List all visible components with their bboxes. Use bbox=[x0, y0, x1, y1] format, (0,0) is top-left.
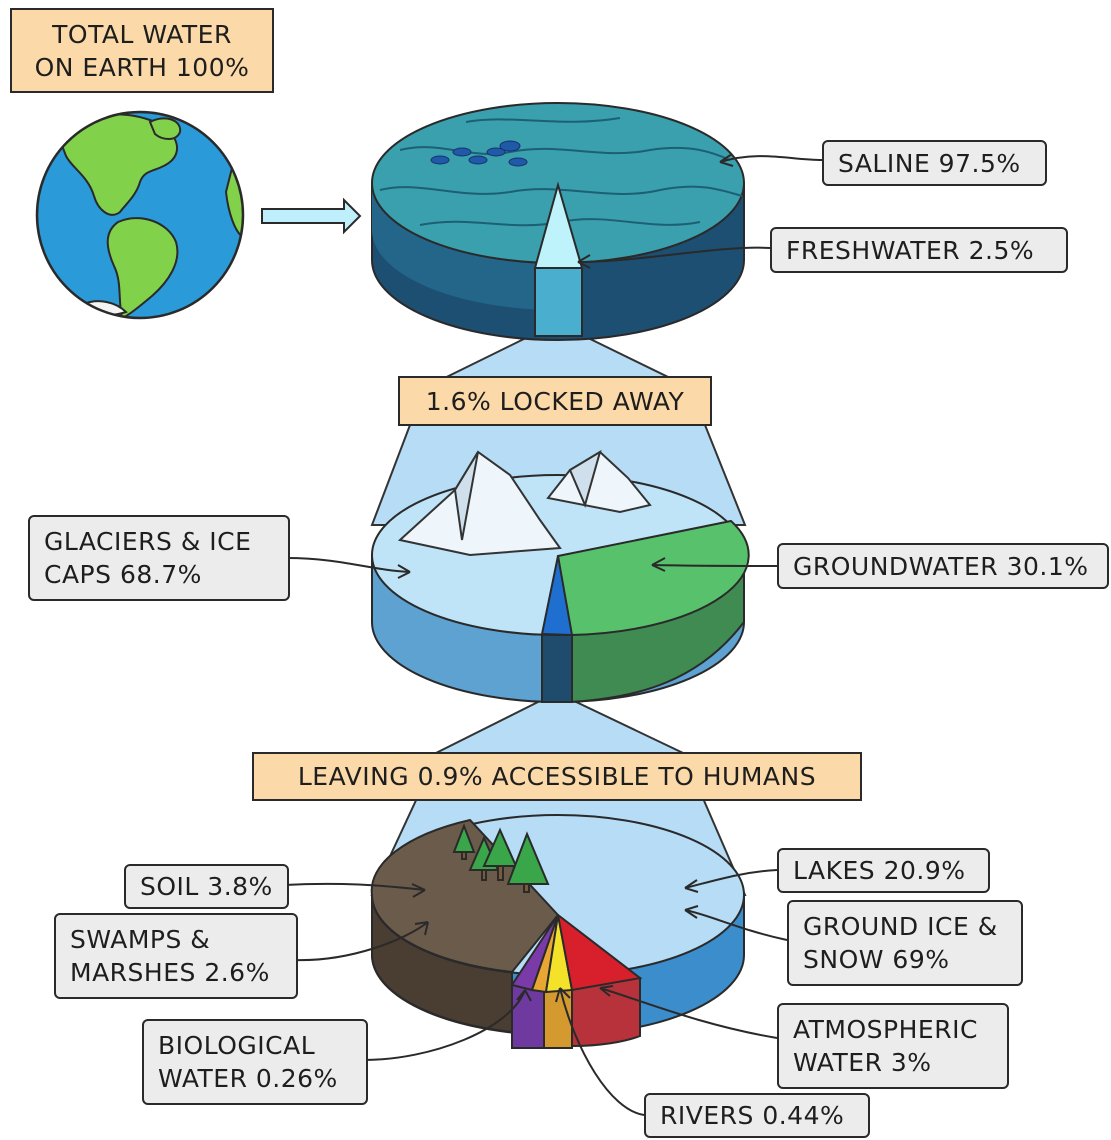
biological-line1: BIOLOGICAL bbox=[158, 1031, 316, 1060]
freshwater-label: FRESHWATER 2.5% bbox=[770, 227, 1068, 273]
iceberg-icon bbox=[397, 449, 652, 557]
leader-lines bbox=[283, 153, 823, 1116]
accessible-water-cylinder bbox=[370, 814, 745, 1049]
biological-label: BIOLOGICAL WATER 0.26% bbox=[142, 1019, 368, 1105]
groundwater-label: GROUNDWATER 30.1% bbox=[777, 543, 1109, 589]
soil-label: SOIL 3.8% bbox=[124, 864, 289, 909]
biological-line2: WATER 0.26% bbox=[158, 1064, 338, 1093]
rivers-label: RIVERS 0.44% bbox=[644, 1093, 870, 1138]
accessible-banner: LEAVING 0.9% ACCESSIBLE TO HUMANS bbox=[252, 752, 862, 801]
total-water-banner: TOTAL WATER ON EARTH 100% bbox=[10, 8, 274, 93]
ground-ice-line1: GROUND ICE & bbox=[803, 912, 998, 941]
pie-slice-atmospheric bbox=[556, 912, 643, 992]
tree-icon bbox=[452, 823, 550, 893]
total-water-line2: ON EARTH 100% bbox=[34, 52, 250, 82]
locked-away-banner: 1.6% LOCKED AWAY bbox=[398, 376, 712, 426]
ocean-cylinder bbox=[371, 102, 745, 341]
swamps-line2: MARSHES 2.6% bbox=[70, 958, 270, 987]
atmospheric-line2: WATER 3% bbox=[793, 1048, 932, 1077]
total-water-line1: TOTAL WATER bbox=[52, 19, 232, 49]
glaciers-line2: CAPS 68.7% bbox=[44, 560, 202, 589]
saline-label: SALINE 97.5% bbox=[822, 140, 1047, 186]
swamps-label: SWAMPS & MARSHES 2.6% bbox=[54, 913, 298, 999]
swamps-line1: SWAMPS & bbox=[70, 925, 211, 954]
atmospheric-label: ATMOSPHERIC WATER 3% bbox=[777, 1003, 1009, 1089]
fish-school-icon bbox=[430, 140, 528, 167]
atmospheric-line1: ATMOSPHERIC bbox=[793, 1015, 978, 1044]
lakes-label: LAKES 20.9% bbox=[777, 848, 990, 893]
ground-ice-line2: SNOW 69% bbox=[803, 945, 950, 974]
ground-ice-label: GROUND ICE & SNOW 69% bbox=[787, 900, 1023, 986]
freshwater-cylinder bbox=[371, 449, 750, 704]
glaciers-label: GLACIERS & ICE CAPS 68.7% bbox=[28, 515, 290, 601]
glaciers-line1: GLACIERS & ICE bbox=[44, 527, 252, 556]
earth-globe-icon bbox=[35, 110, 245, 320]
arrow-right-icon bbox=[261, 197, 362, 235]
